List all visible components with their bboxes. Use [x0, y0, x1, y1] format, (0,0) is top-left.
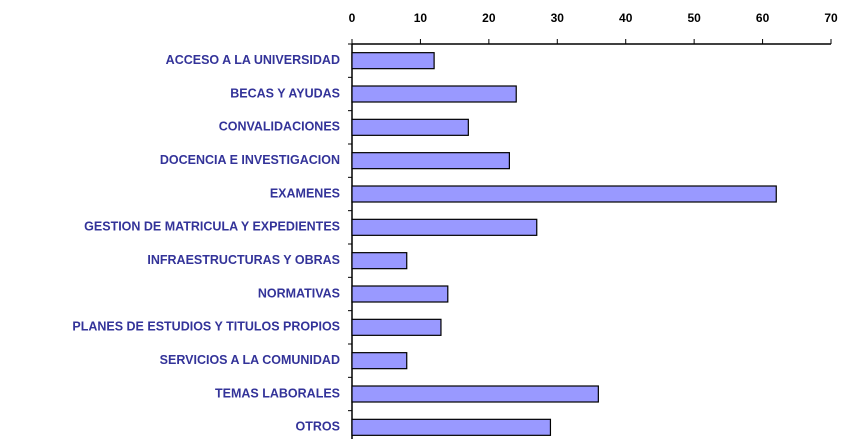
x-tick-label: 40	[619, 11, 633, 25]
y-tick-label: GESTION DE MATRICULA Y EXPEDIENTES	[84, 220, 340, 234]
bar	[351, 118, 469, 136]
x-tick-label: 70	[824, 11, 838, 25]
x-tick-label: 60	[756, 11, 770, 25]
y-tick-label: OTROS	[296, 420, 340, 434]
x-tick-label: 20	[482, 11, 496, 25]
bar	[351, 52, 435, 70]
bar	[351, 352, 408, 370]
bar	[351, 318, 442, 336]
bar	[351, 252, 408, 270]
y-tick-label: EXAMENES	[270, 186, 340, 200]
bar	[351, 385, 599, 403]
bar	[351, 85, 517, 103]
bar	[351, 285, 449, 303]
bar	[351, 418, 552, 436]
x-tick-label: 10	[414, 11, 428, 25]
y-tick-label: ACCESO A LA UNIVERSIDAD	[166, 53, 340, 67]
bar	[351, 218, 538, 236]
bar	[351, 152, 510, 170]
y-tick-label: BECAS Y AYUDAS	[230, 86, 340, 100]
bar	[351, 185, 777, 203]
y-tick-label: CONVALIDACIONES	[219, 120, 340, 134]
y-tick-label: PLANES DE ESTUDIOS Y TITULOS PROPIOS	[72, 320, 340, 334]
y-tick-label: DOCENCIA E INVESTIGACION	[160, 153, 340, 167]
y-tick-label: NORMATIVAS	[258, 286, 340, 300]
x-tick-label: 50	[687, 11, 701, 25]
x-tick-label: 0	[349, 11, 356, 25]
y-tick-label: TEMAS LABORALES	[215, 386, 340, 400]
y-tick-label: INFRAESTRUCTURAS Y OBRAS	[147, 253, 340, 267]
x-tick-label: 30	[551, 11, 565, 25]
y-tick-label: SERVICIOS A LA COMUNIDAD	[160, 353, 340, 367]
